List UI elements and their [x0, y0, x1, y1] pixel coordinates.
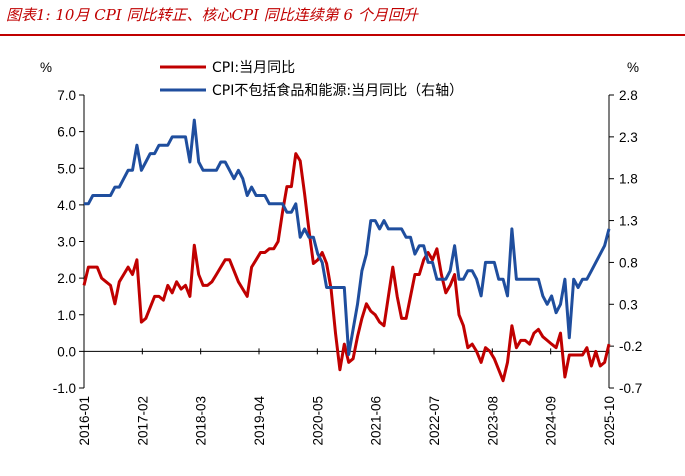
left-axis-unit: %: [40, 60, 52, 75]
right-tick-label: -0.7: [619, 381, 642, 396]
left-tick-label: 1.0: [57, 308, 76, 323]
x-axis-ticks: 2016-01 2017-02 2018-03 2019-04 2020-05 2021-…: [77, 348, 617, 446]
right-tick-label: 0.8: [619, 255, 638, 270]
legend: CPI:当月同比 CPI不包括食品和能源:当月同比（右轴）: [160, 60, 463, 99]
x-tick-label: 2019-04: [252, 396, 267, 446]
series-line-core-cpi: [84, 118, 611, 356]
left-tick-label: 5.0: [57, 161, 76, 176]
right-tick-label: 1.8: [619, 172, 638, 187]
chart-title: 图表1: 10月 CPI 同比转正、核心CPI 同比连续第 6 个月回升: [6, 6, 418, 24]
x-tick-label: 2017-02: [135, 396, 150, 446]
x-tick-label: 2022-07: [427, 396, 442, 446]
x-tick-label: 2024-09: [544, 396, 559, 446]
title-rule: [0, 34, 685, 36]
legend-label-core-cpi: CPI不包括食品和能源:当月同比（右轴）: [212, 82, 463, 99]
x-tick-label: 2021-06: [369, 396, 384, 446]
x-tick-label: 2018-03: [194, 396, 209, 446]
series-line-cpi: [82, 152, 611, 383]
right-axis-unit: %: [627, 60, 639, 75]
right-tick-label: 2.8: [619, 88, 638, 103]
left-tick-label: 6.0: [57, 125, 76, 140]
left-tick-label: 3.0: [57, 235, 76, 250]
left-tick-label: 0.0: [57, 344, 76, 359]
left-tick-label: 7.0: [57, 88, 76, 103]
right-tick-label: 2.3: [619, 130, 638, 145]
right-axis-ticks: 2.8 2.3 1.8 1.3 0.8 0.3 -0.2 -0.7: [609, 88, 642, 396]
left-tick-label: 2.0: [57, 271, 76, 286]
left-axis-ticks: 7.0 6.0 5.0 4.0 3.0 2.0 1.0 0.0 -1.0: [53, 88, 84, 396]
x-tick-label: 2025-10: [602, 396, 617, 446]
x-tick-label: 2023-08: [485, 396, 500, 446]
x-tick-label: 2016-01: [77, 396, 92, 446]
right-tick-label: -0.2: [619, 339, 642, 354]
right-tick-label: 1.3: [619, 214, 638, 229]
left-tick-label: -1.0: [53, 381, 76, 396]
right-tick-label: 0.3: [619, 297, 638, 312]
legend-label-cpi: CPI:当月同比: [212, 60, 295, 76]
left-tick-label: 4.0: [57, 198, 76, 213]
x-tick-label: 2020-05: [310, 396, 325, 446]
